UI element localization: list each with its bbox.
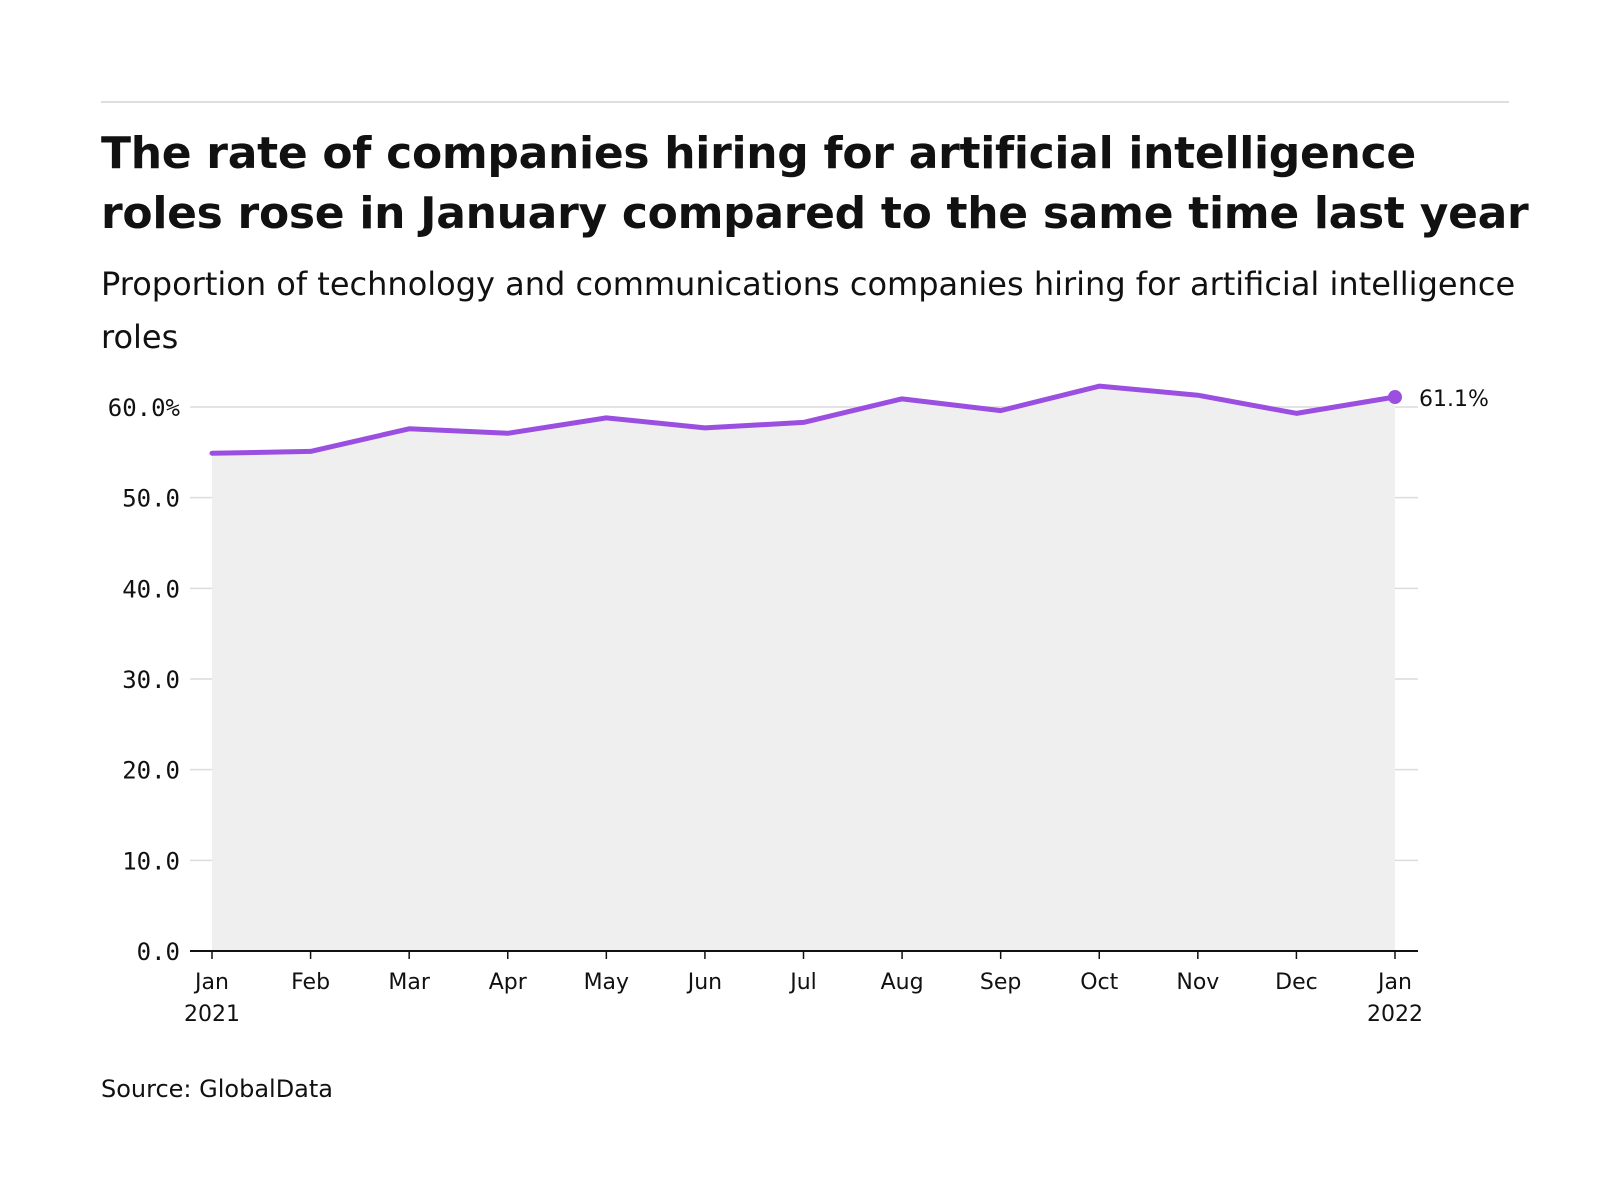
x-tick-year-label: 2021 — [184, 1002, 240, 1027]
area-fill-layer — [212, 386, 1395, 951]
y-tick-labels: 0.0 10.0 20.0 30.0 40.0 50.0 60.0% — [108, 394, 181, 966]
data-label-layer: 61.1% — [1419, 387, 1489, 412]
axes — [190, 950, 1418, 959]
x-tick-label: Dec — [1275, 970, 1318, 995]
x-tick-label: May — [584, 970, 629, 995]
series-line — [209, 383, 1398, 456]
x-tick-label: Sep — [980, 970, 1021, 995]
x-tick-label: Jan — [193, 970, 229, 995]
y-tick-label: 0.0 — [137, 938, 180, 966]
y-tick-label: 20.0 — [122, 757, 180, 785]
top-divider — [101, 101, 1509, 103]
x-tick-label: Feb — [291, 970, 330, 995]
x-tick-label: Aug — [881, 970, 924, 995]
x-tick-label: Mar — [388, 970, 430, 995]
source-note: Source: GlobalData — [101, 1075, 334, 1103]
area-fill — [212, 386, 1395, 951]
x-tick-labels: Jan 2021 Feb Mar Apr May Jun Jul Aug Sep Oct Nov Dec… — [184, 970, 1423, 1027]
x-tick-label: Jul — [788, 970, 817, 995]
x-tick-label: Jun — [686, 970, 722, 995]
y-tick-label: 60.0% — [108, 394, 181, 422]
y-tick-label: 30.0 — [122, 666, 180, 694]
y-tick-label: 40.0 — [122, 575, 180, 603]
end-point-marker — [1388, 390, 1402, 405]
x-tick-label: Apr — [489, 970, 528, 995]
y-tick-label: 50.0 — [122, 485, 180, 513]
x-tick-label: Nov — [1176, 970, 1219, 995]
y-tick-label: 10.0 — [122, 847, 180, 875]
x-tick-label: Jan — [1376, 970, 1412, 995]
series-line-layer — [209, 383, 1402, 456]
x-tick-label: Oct — [1080, 970, 1118, 995]
end-value-label: 61.1% — [1419, 387, 1489, 412]
x-tick-year-label: 2022 — [1367, 1002, 1423, 1027]
chart-title: The rate of companies hiring for artific… — [101, 128, 1529, 239]
chart-subtitle: Proportion of technology and communicati… — [101, 265, 1516, 356]
